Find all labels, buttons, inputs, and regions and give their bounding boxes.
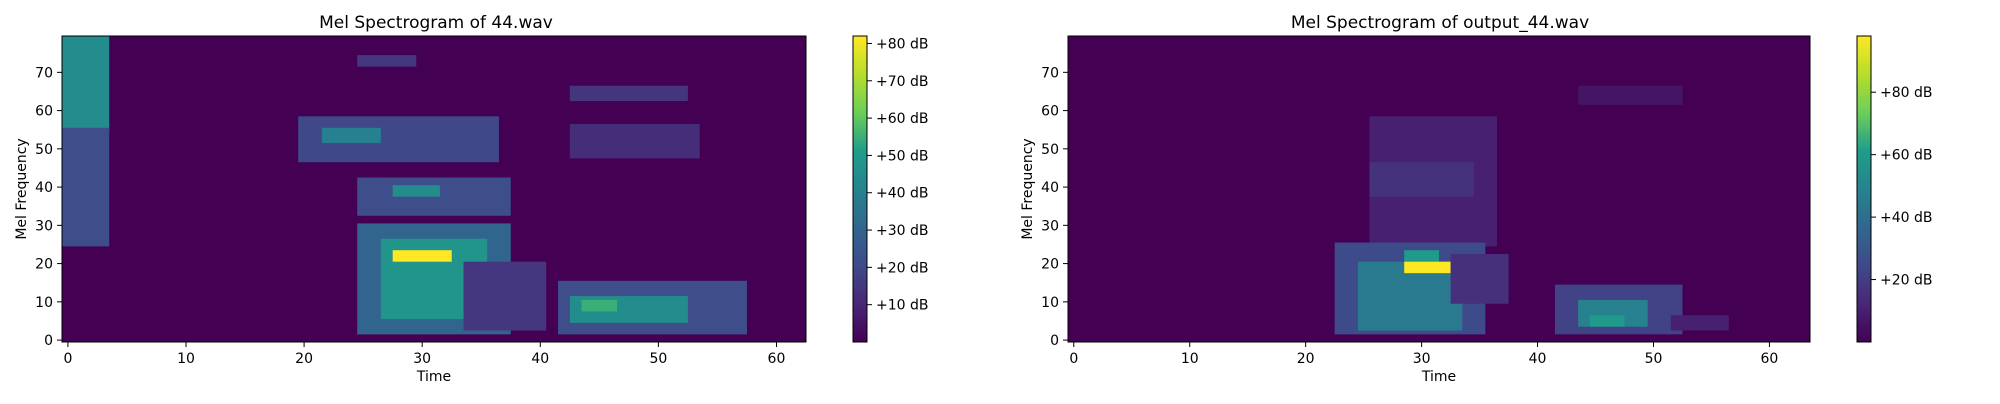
heatmap-region-4 bbox=[321, 127, 381, 144]
x-tick-label: 40 bbox=[531, 351, 549, 367]
heatmap-region-15 bbox=[569, 85, 688, 102]
y-tick-label: 60 bbox=[35, 104, 53, 120]
left-spectrogram-panel: Mel Spectrogram of 44.wav 0 10 20 30 40 50 60 … bbox=[14, 13, 929, 385]
heatmap-region-4 bbox=[1404, 250, 1439, 262]
right-colorbar: +20 dB +40 dB +60 dB +80 dB bbox=[1856, 35, 1933, 343]
heatmap-region-10 bbox=[1670, 315, 1729, 331]
y-tick-label: 50 bbox=[1041, 142, 1059, 158]
right-y-ticks: 0 10 20 30 40 50 60 70 bbox=[1041, 65, 1068, 349]
colorbar-tick-label: +30 dB bbox=[876, 223, 929, 239]
heatmap-region-2 bbox=[357, 55, 417, 67]
y-tick-label: 70 bbox=[35, 65, 53, 81]
heatmap-region-6 bbox=[1450, 254, 1509, 304]
left-heatmap bbox=[62, 36, 806, 342]
x-tick-label: 30 bbox=[413, 351, 431, 367]
right-heatmap bbox=[1068, 36, 1810, 342]
right-y-axis-label: Mel Frequency bbox=[1020, 138, 1036, 239]
x-tick-label: 40 bbox=[1529, 351, 1547, 367]
y-tick-label: 0 bbox=[1050, 333, 1059, 349]
heatmap-region-11 bbox=[1578, 85, 1683, 105]
colorbar-frame bbox=[1856, 35, 1872, 343]
y-tick-label: 30 bbox=[35, 218, 53, 234]
y-tick-label: 0 bbox=[44, 333, 53, 349]
right-plot-frame bbox=[1067, 35, 1811, 343]
y-tick-label: 60 bbox=[1041, 104, 1059, 120]
x-tick-label: 20 bbox=[1297, 351, 1315, 367]
heatmap-region-14 bbox=[569, 123, 700, 159]
x-tick-label: 60 bbox=[1761, 351, 1779, 367]
left-plot-frame bbox=[61, 35, 807, 343]
left-chart-title: Mel Spectrogram of 44.wav bbox=[319, 13, 553, 33]
heatmap-region-5 bbox=[1404, 261, 1451, 274]
x-tick-label: 10 bbox=[177, 351, 195, 367]
heatmap-region-1 bbox=[62, 127, 110, 247]
colorbar-gradient bbox=[1857, 36, 1871, 342]
y-tick-label: 10 bbox=[1041, 295, 1059, 311]
heatmap-region-13 bbox=[581, 299, 618, 312]
colorbar-tick-label: +60 dB bbox=[876, 111, 929, 127]
colorbar-tick-label: +40 dB bbox=[1880, 210, 1933, 226]
colorbar-tick-label: +20 dB bbox=[876, 260, 929, 276]
x-tick-label: 0 bbox=[1069, 351, 1078, 367]
y-tick-label: 20 bbox=[35, 257, 53, 273]
y-tick-label: 10 bbox=[35, 295, 53, 311]
colorbar-tick-label: +80 dB bbox=[876, 36, 929, 52]
colorbar-tick-label: +20 dB bbox=[1880, 273, 1933, 289]
right-x-ticks: 0 10 20 30 40 50 60 bbox=[1069, 342, 1778, 367]
heatmap-region-10 bbox=[463, 261, 547, 331]
left-colorbar: +10 dB +20 dB +30 dB +40 dB +50 dB +60 dB +70 … bbox=[852, 35, 929, 343]
y-tick-label: 70 bbox=[1041, 65, 1059, 81]
y-tick-label: 40 bbox=[35, 180, 53, 196]
x-tick-label: 50 bbox=[649, 351, 667, 367]
left-x-axis-label: Time bbox=[416, 369, 451, 385]
heatmap-region-9 bbox=[392, 250, 452, 262]
colorbar-tick-label: +80 dB bbox=[1880, 85, 1933, 101]
left-y-axis-label: Mel Frequency bbox=[14, 138, 30, 239]
colorbar-tick-label: +50 dB bbox=[876, 148, 929, 164]
x-tick-label: 20 bbox=[295, 351, 313, 367]
x-tick-label: 0 bbox=[63, 351, 72, 367]
colorbar-tick-label: +40 dB bbox=[876, 186, 929, 202]
colorbar-frame bbox=[852, 35, 868, 343]
x-tick-label: 10 bbox=[1181, 351, 1199, 367]
heatmap-region-0 bbox=[62, 36, 110, 132]
left-y-ticks: 0 10 20 30 40 50 60 70 bbox=[35, 65, 62, 349]
y-tick-label: 20 bbox=[1041, 257, 1059, 273]
right-x-axis-label: Time bbox=[1421, 369, 1456, 385]
y-tick-label: 40 bbox=[1041, 180, 1059, 196]
heatmap-region-9 bbox=[1589, 315, 1625, 327]
heatmap-region-1 bbox=[1369, 162, 1474, 197]
right-spectrogram-panel: Mel Spectrogram of output_44.wav 0 10 20 30… bbox=[1020, 13, 1933, 385]
x-tick-label: 50 bbox=[1645, 351, 1663, 367]
right-chart-title: Mel Spectrogram of output_44.wav bbox=[1291, 13, 1589, 33]
y-tick-label: 30 bbox=[1041, 218, 1059, 234]
y-tick-label: 50 bbox=[35, 142, 53, 158]
colorbar-tick-label: +60 dB bbox=[1880, 148, 1933, 164]
colorbar-tick-label: +10 dB bbox=[876, 298, 929, 314]
x-tick-label: 30 bbox=[1413, 351, 1431, 367]
colorbar-tick-label: +70 dB bbox=[876, 74, 929, 90]
x-tick-label: 60 bbox=[768, 351, 786, 367]
left-x-ticks: 0 10 20 30 40 50 60 bbox=[63, 342, 785, 367]
colorbar-gradient bbox=[853, 36, 867, 342]
heatmap-region-6 bbox=[392, 185, 440, 197]
